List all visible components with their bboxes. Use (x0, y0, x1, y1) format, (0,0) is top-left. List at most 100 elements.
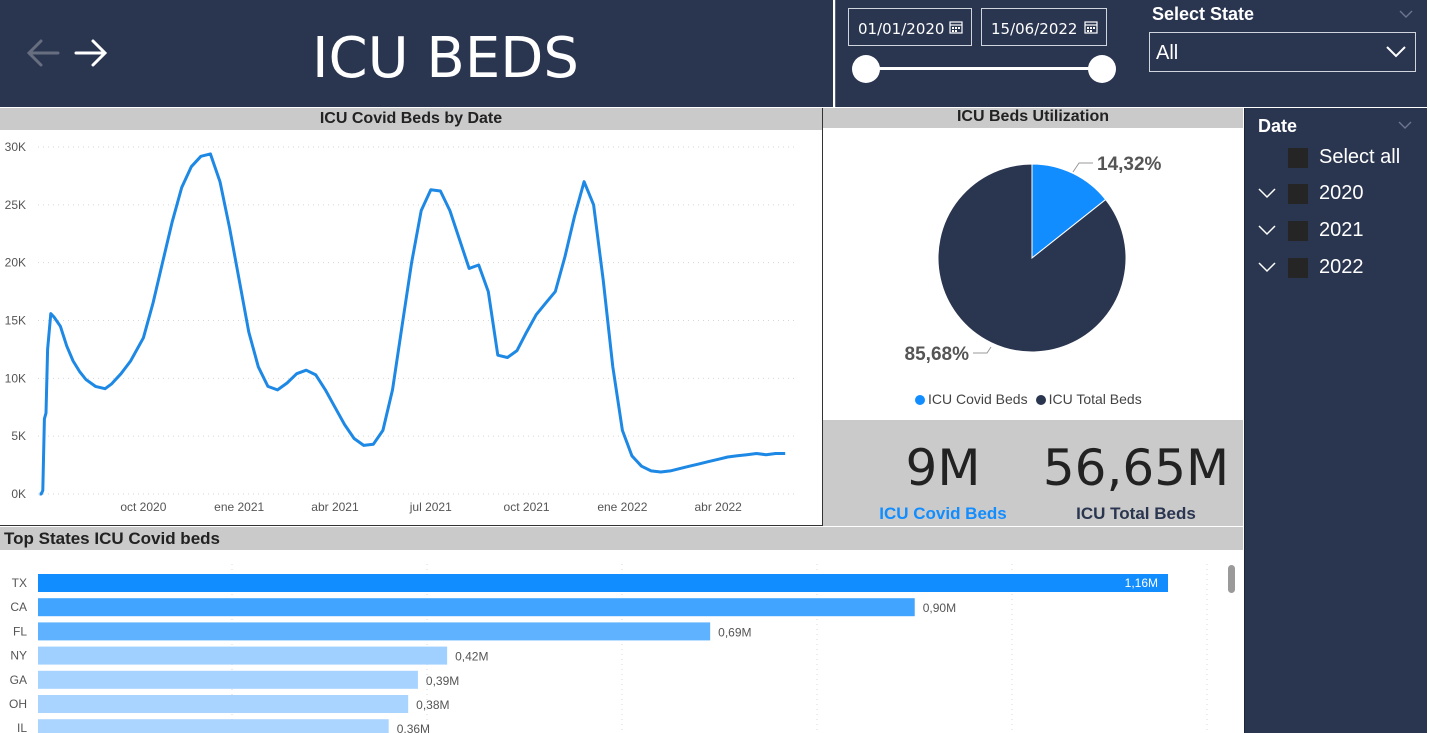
pie-chart-panel: ICU Beds Utilization 14,32% 85,68% ICU Co… (823, 108, 1243, 420)
bar-value-label: 0,42M (455, 650, 488, 664)
bar-category-label: GA (10, 673, 27, 687)
scrollbar-thumb[interactable] (1228, 565, 1235, 593)
legend-dot (915, 395, 925, 406)
kpi-covid-label: ICU Covid Beds (879, 504, 1007, 523)
date-slicer: Date Select all 2020 2021 2022 (1244, 108, 1427, 733)
pie-slice[interactable] (937, 163, 1127, 353)
date-slicer-title: Date (1258, 116, 1298, 136)
pie-leader-line (1072, 162, 1093, 173)
x-tick-label: ene 2021 (214, 500, 264, 514)
chevron-down-icon (1386, 46, 1406, 58)
y-tick-label: 30K (5, 140, 26, 154)
pie-chart[interactable]: 14,32% 85,68% (823, 128, 1243, 388)
bar-category-label: CA (10, 600, 27, 614)
state-dropdown[interactable]: All (1149, 32, 1416, 72)
legend-item-covid[interactable]: ICU Covid Beds (915, 391, 1028, 407)
bar-value-label: 0,36M (397, 722, 430, 733)
chevron-down-icon[interactable] (1257, 260, 1277, 274)
bar[interactable] (38, 598, 915, 617)
legend-dot (1035, 395, 1046, 406)
x-tick-label: abr 2021 (311, 500, 359, 514)
checkbox[interactable] (1288, 258, 1308, 278)
bar-value-label: 1,16M (1125, 576, 1158, 590)
slicer-item-label: 2022 (1319, 256, 1364, 278)
x-tick-label: oct 2021 (504, 500, 550, 514)
bar-category-label: NY (10, 649, 27, 663)
x-tick-label: jul 2021 (409, 500, 452, 514)
slider-start-handle[interactable] (852, 55, 880, 83)
x-tick-label: oct 2020 (120, 500, 166, 514)
chevron-down-icon[interactable] (1257, 186, 1277, 200)
chevron-down-icon[interactable] (1398, 8, 1414, 20)
start-date-value: 01/01/2020 (858, 20, 945, 38)
bar[interactable] (38, 670, 418, 689)
slicer-item-2022[interactable]: 2022 (1245, 254, 1428, 284)
slicer-item-2021[interactable]: 2021 (1245, 217, 1428, 247)
bar-chart-panel: Top States ICU Covid beds TX 1,16M CA 0,90M… (0, 527, 1243, 733)
slicer-item-label: 2020 (1319, 182, 1364, 204)
slicer-item-2020[interactable]: 2020 (1245, 180, 1428, 210)
bar-chart[interactable]: TX 1,16M CA 0,90M FL 0,69M NY 0,42M GA 0,39M OH 0,3… (0, 550, 1224, 733)
arrow-left-icon[interactable] (24, 34, 62, 72)
report-header: ICU BEDS (0, 0, 833, 107)
bar-category-label: FL (13, 624, 27, 638)
y-tick-label: 20K (5, 256, 26, 270)
end-date-value: 15/06/2022 (991, 20, 1078, 38)
bar-category-label: TX (12, 576, 27, 590)
bar-chart-title: Top States ICU Covid beds (0, 527, 1243, 550)
bar[interactable] (38, 622, 711, 641)
state-filter-label: Select State (1152, 4, 1255, 24)
arrow-right-icon[interactable] (72, 34, 110, 72)
legend-label: ICU Total Beds (1048, 391, 1142, 407)
bar-category-label: IL (17, 721, 27, 733)
kpi-total-value: 56,65M (1042, 439, 1230, 497)
bar-category-label: OH (9, 697, 27, 711)
y-tick-label: 5K (11, 429, 26, 443)
bar-value-label: 0,69M (718, 625, 751, 639)
checkbox[interactable] (1288, 148, 1308, 168)
slicer-item-label: Select all (1319, 146, 1401, 168)
pie-leader-line (973, 346, 992, 354)
bar-value-label: 0,39M (426, 674, 459, 688)
legend-item-total[interactable]: ICU Total Beds (1035, 391, 1142, 407)
bar-value-label: 0,38M (416, 698, 449, 712)
calendar-icon[interactable] (949, 20, 963, 34)
checkbox[interactable] (1288, 184, 1308, 204)
pie-slice[interactable] (1031, 163, 1107, 260)
date-range-slider[interactable] (866, 67, 1102, 70)
kpi-covid-value: 9M (905, 439, 981, 497)
calendar-icon[interactable] (1084, 20, 1098, 34)
bar[interactable] (38, 719, 389, 733)
x-tick-label: ene 2022 (597, 500, 647, 514)
slicer-item-select-all[interactable]: Select all (1245, 144, 1428, 174)
y-tick-label: 10K (5, 371, 26, 385)
y-tick-label: 15K (5, 314, 26, 328)
x-tick-label: abr 2022 (694, 500, 742, 514)
line-chart[interactable]: 0K 5K 10K 15K 20K 25K 30K oct 2020 ene 2021 abr 2… (0, 130, 822, 525)
page-title: ICU BEDS (312, 26, 579, 91)
pie-label-covid: 14,32% (1097, 154, 1162, 175)
legend-label: ICU Covid Beds (928, 391, 1028, 407)
pie-label-total: 85,68% (905, 344, 970, 365)
end-date-field[interactable]: 15/06/2022 (981, 8, 1107, 46)
bar[interactable] (38, 574, 1168, 592)
kpi-panel: 9M ICU Covid Beds 56,65M ICU Total Beds (823, 420, 1243, 526)
bar[interactable] (38, 646, 448, 665)
y-tick-label: 25K (5, 198, 26, 212)
kpi-covid-card: 9M ICU Covid Beds (853, 438, 1033, 524)
chevron-down-icon[interactable] (1397, 119, 1413, 131)
slicer-item-label: 2021 (1319, 219, 1364, 241)
bar-value-label: 0,90M (923, 601, 956, 615)
slider-end-handle[interactable] (1088, 55, 1116, 83)
line-series[interactable] (39, 152, 786, 496)
chevron-down-icon[interactable] (1257, 223, 1277, 237)
start-date-field[interactable]: 01/01/2020 (848, 8, 972, 46)
state-dropdown-value: All (1156, 42, 1179, 64)
y-tick-label: 0K (11, 487, 26, 501)
checkbox[interactable] (1288, 221, 1308, 241)
bar[interactable] (38, 695, 409, 713)
kpi-total-card: 56,65M ICU Total Beds (1041, 438, 1231, 524)
line-chart-panel: ICU Covid Beds by Date 0K 5K 10K 15K 20K 25K 3… (0, 108, 823, 526)
line-chart-title: ICU Covid Beds by Date (0, 108, 822, 130)
pie-legend: ICU Covid Beds ICU Total Beds (915, 391, 1142, 407)
